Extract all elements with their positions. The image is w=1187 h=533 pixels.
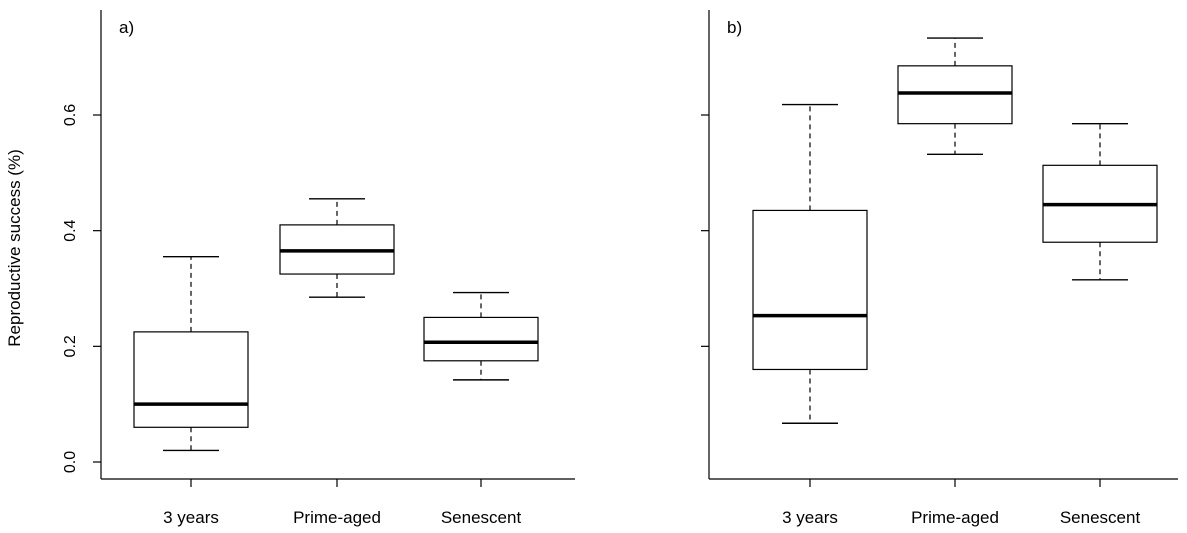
y-tick-label: 0.4 — [62, 219, 79, 241]
box-iqr — [133, 331, 249, 428]
y-tick-label: 0.2 — [62, 335, 79, 357]
panel-b: b) 3 years Prime-aged Senescent — [701, 10, 1178, 527]
x-tick-label: Senescent — [441, 508, 522, 527]
y-tick-label: 0.6 — [62, 104, 79, 126]
panel-a: a) 0.0 0.2 0.4 0.6 3 years Prime-aged Senescent — [62, 10, 575, 527]
x-tick-label: Prime-aged — [911, 508, 999, 527]
panel-label: b) — [727, 18, 742, 37]
y-tick-label: 0.0 — [62, 451, 79, 473]
panel-label: a) — [119, 18, 134, 37]
x-tick-label: Prime-aged — [293, 508, 381, 527]
x-tick-label: 3 years — [163, 508, 219, 527]
y-axis-label: Reproductive success (%) — [5, 149, 24, 346]
x-tick-label: 3 years — [782, 508, 838, 527]
box-iqr — [752, 209, 868, 371]
x-tick-label: Senescent — [1060, 508, 1141, 527]
box-iqr — [423, 316, 539, 362]
